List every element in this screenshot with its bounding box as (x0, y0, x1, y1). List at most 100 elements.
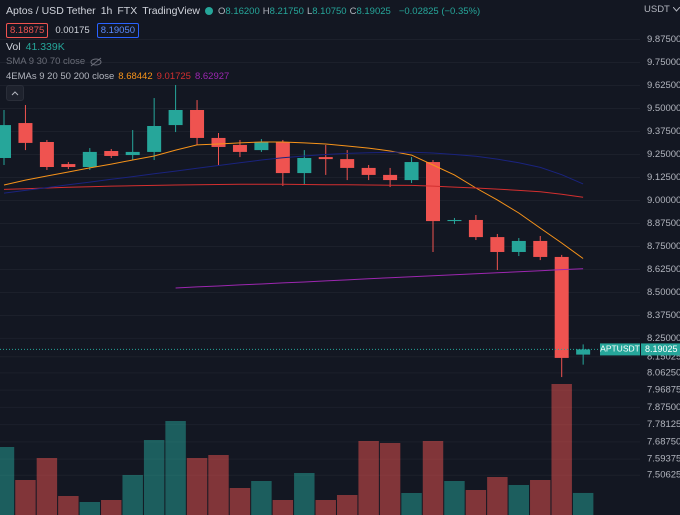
ema-indicator: 4EMAs 9 20 50 200 close (6, 71, 115, 82)
ohlc-value: 8.16200 (225, 5, 260, 17)
volume-bar (465, 490, 487, 515)
volume-legend: Vol 41.339K (6, 41, 65, 53)
y-tick-label: 7.50625 (647, 470, 680, 481)
volume-bar (79, 502, 101, 515)
symbol-tag-bg (600, 343, 640, 356)
y-tick-label: 9.87500 (647, 34, 680, 45)
y-tick-label: 7.78125 (647, 419, 680, 430)
volume-bar (551, 384, 572, 515)
volume-bar (336, 495, 358, 515)
ask[interactable]: 8.19050 (96, 23, 140, 38)
volume-bar (358, 441, 379, 515)
volume-value: 41.339K (25, 41, 65, 53)
volume-bar (101, 500, 122, 515)
ohlc-key: C (349, 5, 357, 17)
candle-body (104, 151, 119, 156)
dropdown-icon (672, 7, 680, 12)
candle-body (511, 240, 526, 252)
volume-bar (444, 481, 465, 515)
ema-line (3, 151, 584, 194)
volume-bar (58, 496, 79, 515)
bid[interactable]: 8.18875 (6, 23, 49, 38)
chevron-icon (11, 91, 19, 96)
volume-bar (530, 480, 551, 515)
y-tick-label: 9.00000 (647, 195, 680, 206)
ema-value: 8.68442 (118, 71, 153, 82)
ohlc-key: H (262, 5, 270, 17)
ohlc-values: O 8.16200 H 8.21750 L 8.10750 C 8.19025 (218, 6, 394, 17)
candle-body (297, 157, 312, 174)
ohlc-key: L (306, 5, 313, 17)
y-tick-label: 7.68750 (647, 436, 680, 447)
volume-bar (401, 493, 422, 515)
ohlc-value: 8.19025 (356, 5, 391, 17)
candle-body (211, 137, 226, 147)
candle-body (0, 125, 11, 158)
interval[interactable]: 1h (100, 5, 113, 17)
volume-bar (422, 441, 444, 515)
candle-body (490, 237, 505, 252)
volume-bar (15, 480, 36, 515)
currency-selector[interactable]: USDT (644, 4, 680, 15)
y-tick-label: 9.62500 (647, 80, 680, 91)
ema-value: 8.62927 (194, 71, 230, 82)
collapse-button[interactable] (6, 85, 24, 101)
volume-bar (272, 500, 294, 515)
volume-bar (186, 458, 208, 515)
candle-body (254, 141, 269, 151)
y-tick-label: 9.12500 (647, 172, 680, 183)
y-tick-label: 8.87500 (647, 218, 680, 229)
ohlc-value: 8.10750 (312, 5, 347, 17)
hidden-eye-icon[interactable] (90, 57, 102, 67)
exchange: FTX (117, 5, 138, 17)
volume-bar (208, 455, 229, 515)
candle-body (61, 164, 76, 168)
symbol-title: Aptos / USD Tether (6, 5, 96, 17)
candle-body (554, 256, 569, 358)
volume-bar (229, 488, 251, 515)
y-tick-label: 9.25000 (647, 149, 680, 160)
y-tick-label: 9.50000 (647, 103, 680, 114)
volume-bar (487, 477, 508, 515)
volume-bar (379, 443, 401, 515)
change: −0.02825 (−0.35%) (398, 5, 481, 17)
ema-value: 9.01725 (156, 71, 191, 82)
symbol-tag: APTUSDT (600, 344, 640, 354)
volume-bar (508, 485, 530, 515)
candle-body (147, 125, 162, 152)
y-tick-label: 8.15025 (647, 351, 680, 362)
candle-body (232, 144, 247, 152)
spread: 0.00175 (55, 25, 90, 36)
volume-bar (315, 500, 336, 515)
y-tick-label: 8.75000 (647, 241, 680, 252)
last-price-tag: 8.19025 (645, 344, 678, 354)
y-tick-label: 7.87500 (647, 402, 680, 413)
y-tick-label: 8.37500 (647, 310, 680, 321)
candle-body (447, 219, 462, 222)
volume-bar (122, 475, 143, 515)
volume-bar (165, 421, 186, 515)
market-status-dot (205, 7, 213, 15)
volume-bar (251, 481, 272, 515)
volume-name: Vol (6, 41, 21, 53)
y-tick-label: 8.62500 (647, 264, 680, 275)
y-tick-label: 7.59375 (647, 454, 680, 465)
candle-body (18, 123, 33, 143)
candle-body (404, 162, 419, 181)
candle-body (383, 174, 398, 181)
ema-legend: 4EMAs 9 20 50 200 close 8.68442 9.01725 8.… (6, 71, 229, 82)
candle-body (533, 240, 548, 257)
candle-body (468, 219, 483, 238)
volume-bar (36, 458, 58, 515)
candle-body (82, 151, 97, 168)
candle-body (340, 159, 355, 168)
candle-body (361, 167, 376, 175)
y-tick-label: 8.25000 (647, 333, 680, 344)
candle-body (318, 157, 333, 160)
ema-line (3, 183, 584, 198)
y-tick-label: 9.37500 (647, 126, 680, 137)
ohlc-value: 8.21750 (269, 5, 304, 17)
